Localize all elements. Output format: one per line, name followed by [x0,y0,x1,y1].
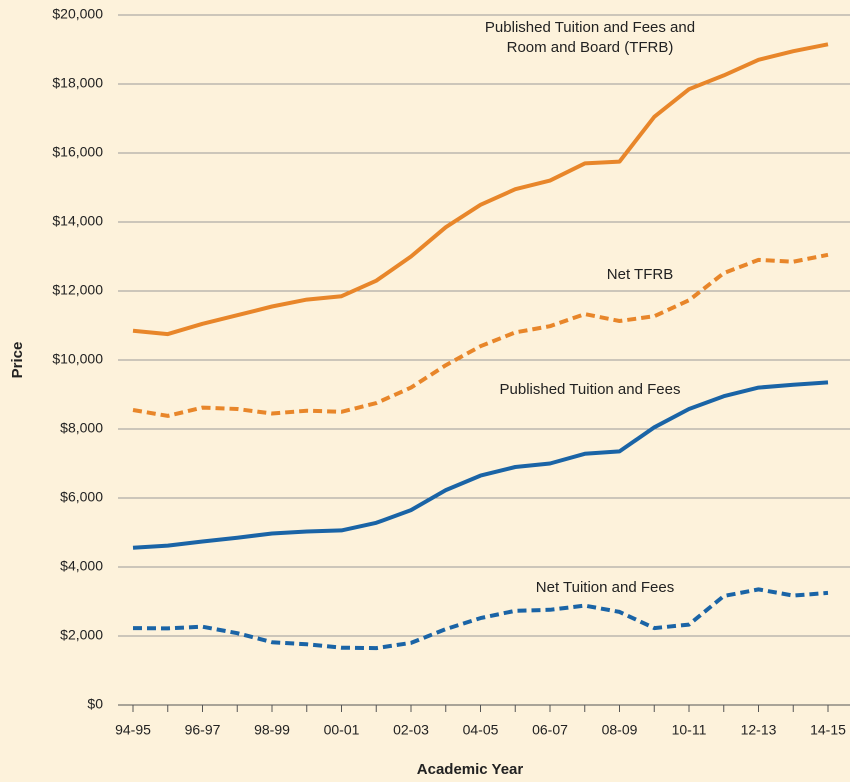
y-tick-label: $2,000 [60,627,103,643]
y-tick-label: $16,000 [52,144,103,160]
x-tick-label: 96-97 [185,722,221,738]
series-label: Published Tuition and Fees [499,381,681,398]
x-tick-label: 04-05 [463,722,499,738]
series-label: Net Tuition and Fees [535,579,675,596]
y-tick-label: $8,000 [60,420,103,436]
series-line [132,42,829,337]
y-tick-label: $0 [87,696,103,712]
series-label: Net TFRB [606,266,674,283]
series-label-box: Net Tuition and Fees [535,579,675,596]
x-tick-label: 14-15 [810,722,846,738]
x-tick-label: 12-13 [741,722,777,738]
y-tick-label: $14,000 [52,213,103,229]
y-tick-label: $4,000 [60,558,103,574]
series-line [132,380,829,550]
x-tick-label: 00-01 [324,722,360,738]
x-tick-label: 02-03 [393,722,429,738]
series-label-box: Published Tuition and Fees [499,381,681,398]
x-tick-label: 98-99 [254,722,290,738]
y-tick-label: $12,000 [52,282,103,298]
x-axis-title: Academic Year [417,761,524,778]
x-tick-label: 10-11 [672,722,707,738]
x-tick-label: 94-95 [115,722,151,738]
series-line [132,252,829,418]
y-tick-label: $18,000 [52,75,103,91]
x-tick-label: 06-07 [532,722,568,738]
series-line [132,587,829,651]
y-axis-title: Price [9,342,26,379]
series-label-box: Net TFRB [606,266,674,283]
y-tick-label: $6,000 [60,489,103,505]
y-tick-label: $20,000 [52,6,103,22]
series-label-box: Published Tuition and Fees and Room and … [484,19,696,56]
y-tick-label: $10,000 [52,351,103,367]
series-label: Published Tuition and Fees and Room and … [484,19,696,56]
x-tick-label: 08-09 [602,722,638,738]
